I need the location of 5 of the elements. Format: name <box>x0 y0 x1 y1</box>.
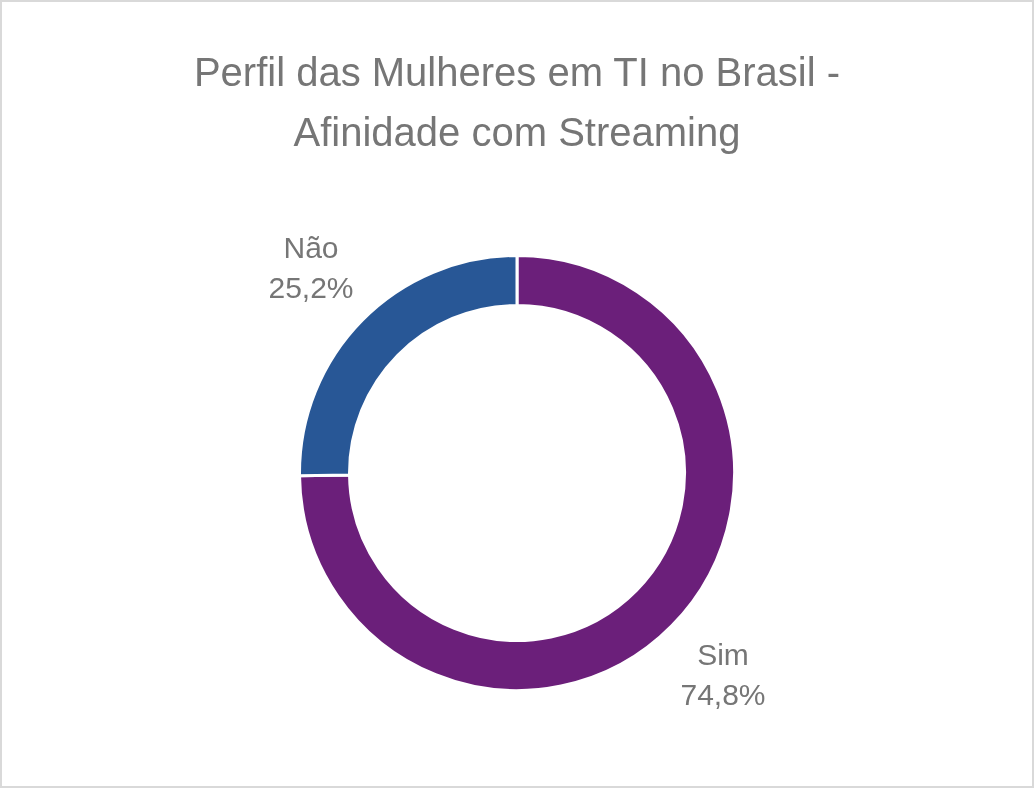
slice-label: Não <box>283 230 339 264</box>
chart-title: Perfil das Mulheres em TI no Brasil - Afinidade com Streaming <box>192 49 842 156</box>
slice-label: Sim <box>697 637 749 671</box>
data-label: 74,8% <box>680 677 766 711</box>
data-label: 25,2% <box>268 270 354 304</box>
